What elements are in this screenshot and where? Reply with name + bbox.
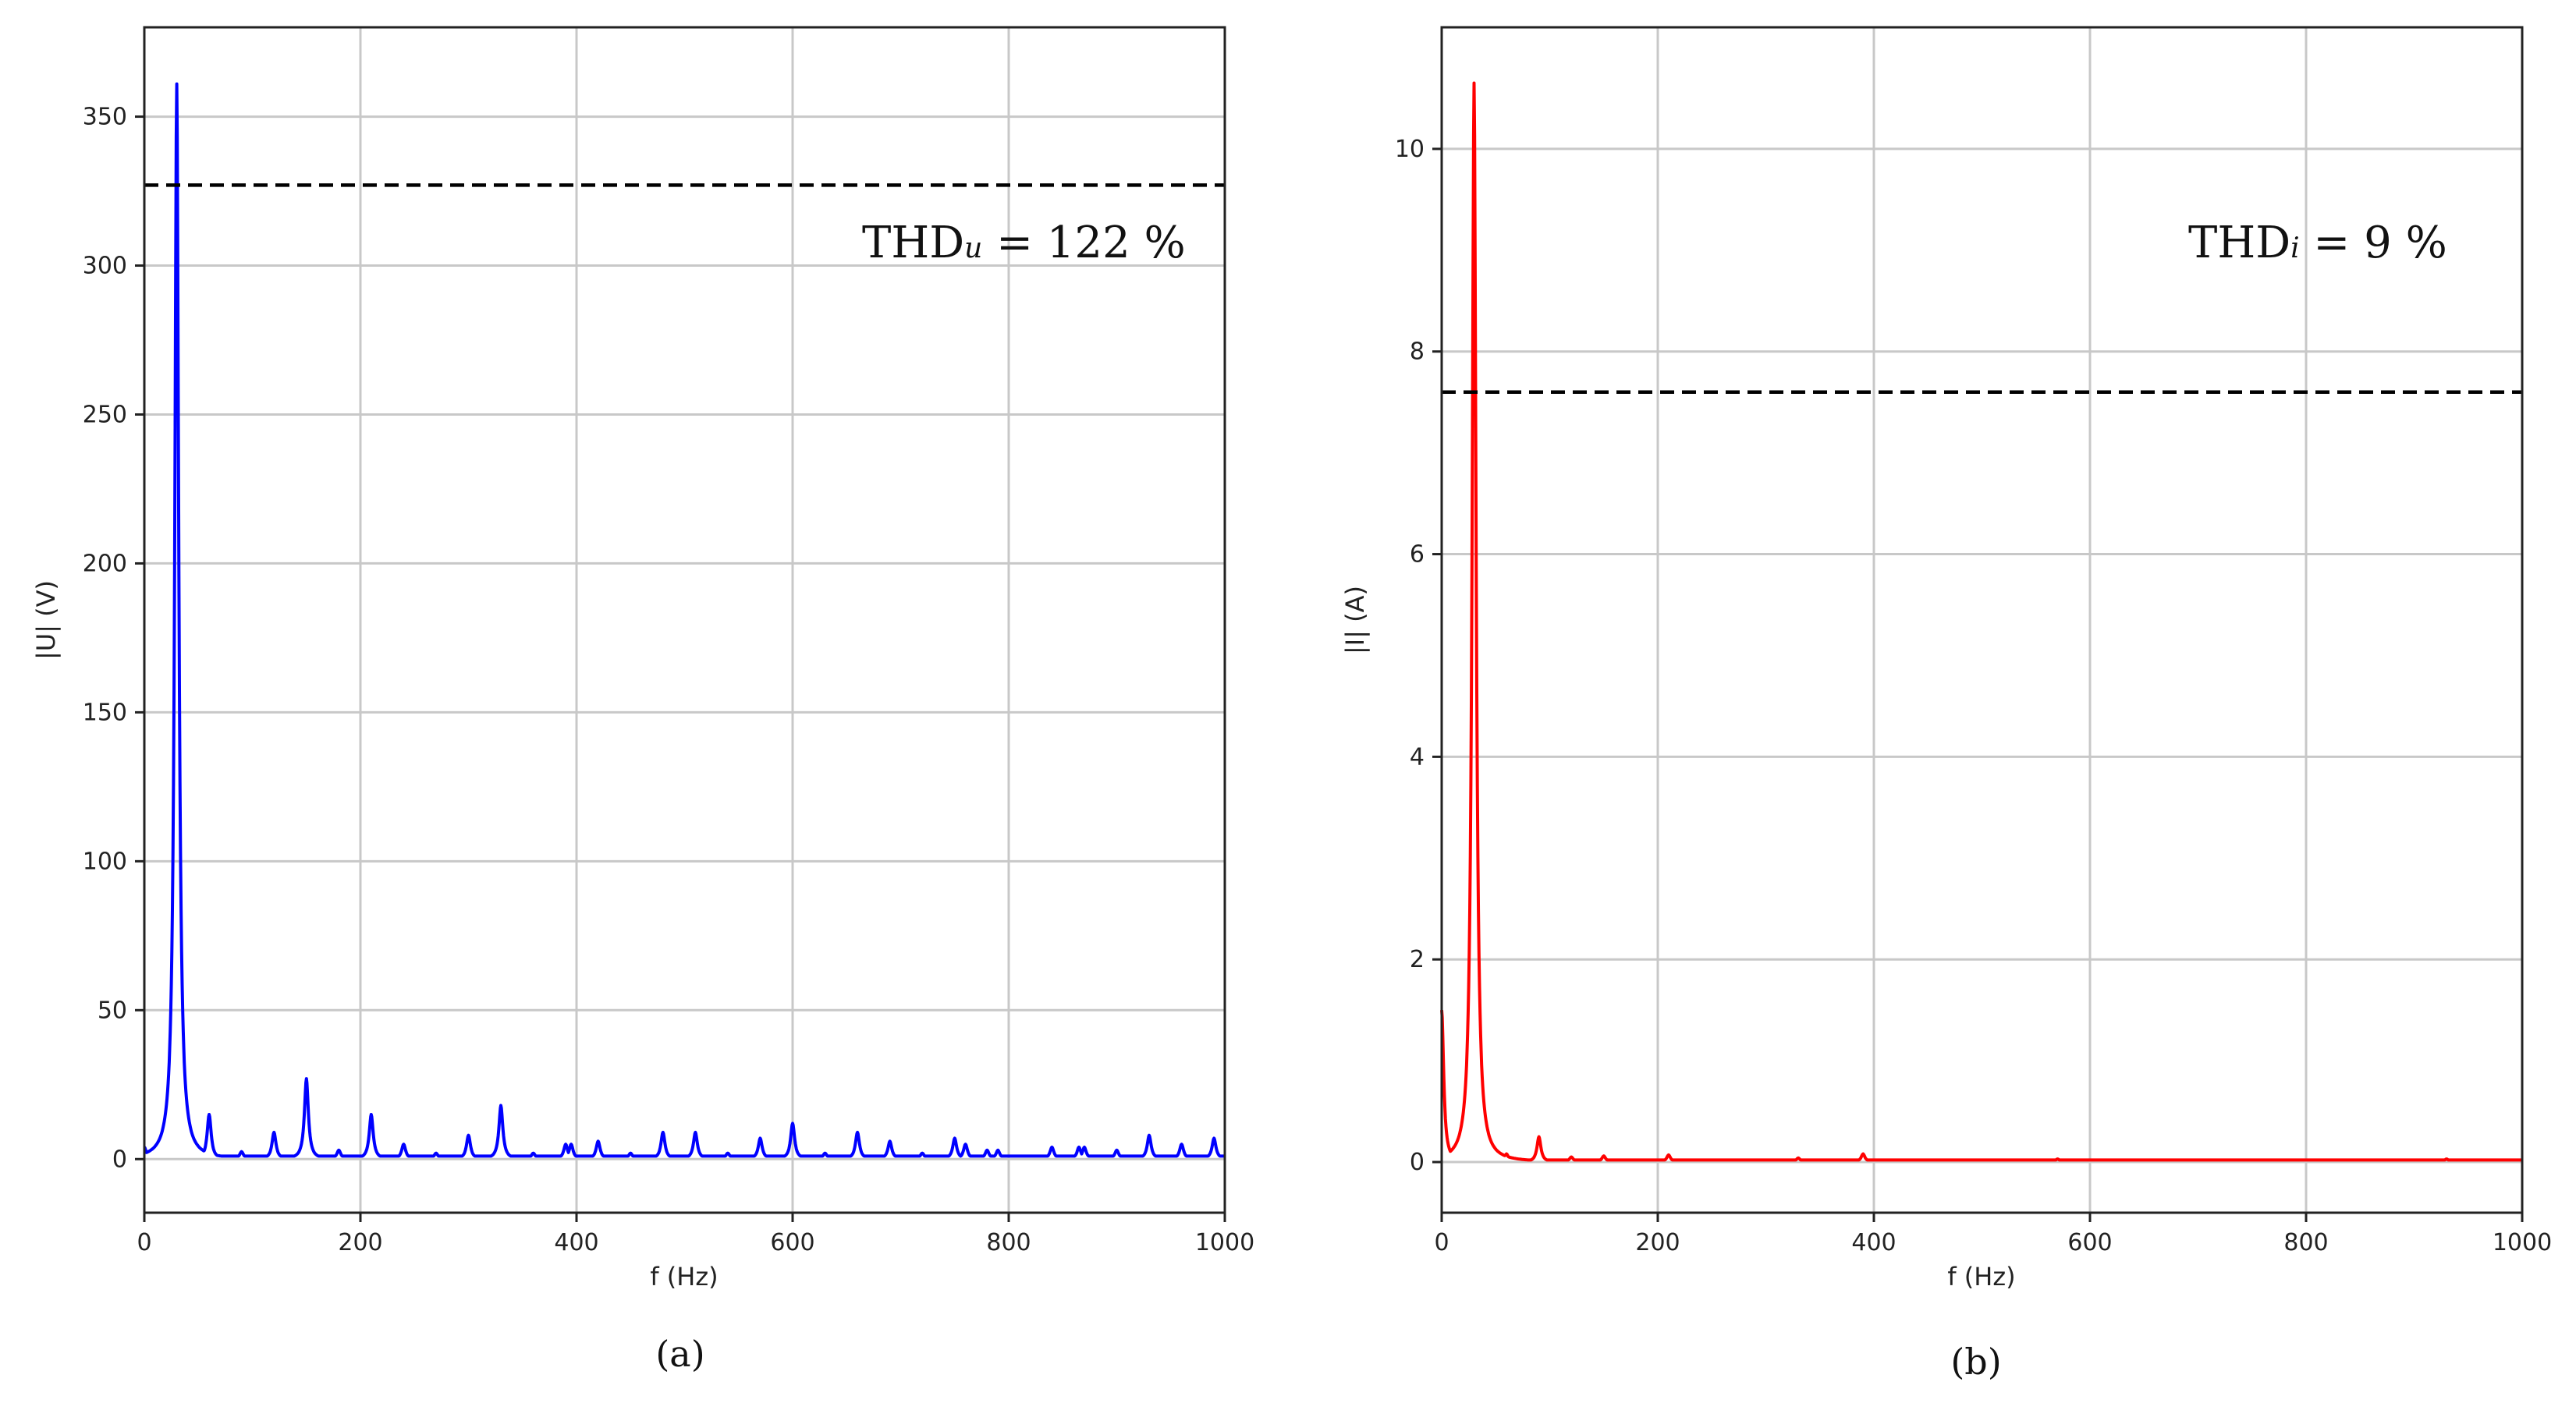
x-tick-label: 600 [770,1229,814,1256]
x-tick-label: 200 [338,1229,382,1256]
harmonic-peak-point [1667,1153,1669,1156]
harmonic-peak-point [1078,1146,1080,1148]
harmonic-peak-point [1116,1149,1118,1151]
harmonic-peak-point [1051,1146,1053,1148]
y-tick-label: 100 [83,848,127,875]
panel-a-thd-main: THD [862,218,964,268]
harmonic-peak-point [921,1152,924,1154]
panel-a-axes-frame [143,26,1226,1214]
panel-a-label: (a) [655,1333,704,1375]
panel-a-thd-subscript: u [964,232,982,264]
x-tick-label: 600 [2067,1229,2112,1256]
x-tick-label: 0 [137,1229,151,1256]
harmonic-peak-point [176,83,178,85]
y-tick-label: 0 [112,1146,127,1173]
harmonic-peak-point [759,1137,761,1139]
harmonic-peak-point [467,1134,470,1136]
harmonic-peak-point [953,1137,956,1139]
harmonic-peak-point [2056,1158,2059,1160]
harmonic-peak-point [500,1104,502,1107]
x-tick-label: 1000 [1195,1229,1254,1256]
y-tick-label: 2 [1410,946,1425,973]
harmonic-peak-point [2446,1158,2448,1160]
panel-a-thd-annotation: THDu = 122 % [862,218,1186,268]
y-tick-label: 350 [83,104,127,131]
panel-a-ticks: 0 200 400 600 800 1000 0 50 100 150 200 250 300 350 [83,104,1254,1256]
panel-b-label: (b) [1950,1341,2001,1383]
panel-b-thd-annotation: THDi = 9 % [2188,218,2447,268]
x-tick-label: 800 [986,1229,1031,1256]
y-tick-label: 300 [83,253,127,280]
x-tick-label: 800 [2283,1229,2328,1256]
panel-a-y-axis-label: |U| (V) [31,580,61,660]
spectrum-line [1440,81,2524,1162]
spectrum-line [143,82,1226,1158]
harmonic-peak-point [997,1149,999,1151]
panel-b-ticks: 0 200 400 600 800 1000 0 2 4 6 8 10 [1395,136,2552,1256]
harmonic-peak-point [305,1078,307,1080]
y-tick-label: 4 [1410,743,1425,771]
harmonic-peak-point [1602,1155,1605,1157]
harmonic-peak-point [1180,1143,1183,1146]
harmonic-peak-point [792,1122,794,1125]
harmonic-peak-point [662,1131,664,1133]
harmonic-peak-point [889,1140,891,1143]
harmonic-peak-point [532,1152,534,1154]
harmonic-peak-point [273,1131,275,1133]
x-tick-label: 400 [554,1229,598,1256]
harmonic-peak-point [570,1143,573,1146]
panel-a-plot [143,82,1226,1158]
y-tick-label: 150 [83,699,127,726]
panel-b-y-axis-label: |I| (A) [1340,586,1370,654]
harmonic-peak-point [1506,1153,1508,1155]
x-tick-label: 400 [1851,1229,1896,1256]
harmonic-peak-point [597,1140,599,1143]
x-tick-label: 0 [1434,1229,1449,1256]
x-tick-label: 200 [1635,1229,1680,1256]
panel-b-thd-main: THD [2188,218,2290,268]
panel-b-grid [1440,27,2524,1213]
harmonic-peak-point [435,1152,437,1154]
y-tick-label: 6 [1410,541,1425,569]
harmonic-peak-point [208,1113,211,1115]
harmonic-peak-point [1862,1153,1865,1155]
harmonic-peak-point [1473,82,1475,84]
y-tick-label: 50 [98,997,127,1024]
panel-b-thd-value: = 9 % [2300,218,2447,268]
y-tick-label: 200 [83,550,127,577]
harmonic-peak-point [338,1149,340,1151]
panel-a-grid [143,27,1226,1213]
harmonic-peak-point [1570,1156,1573,1158]
x-tick-label: 1000 [2493,1229,2552,1256]
harmonic-peak-point [240,1150,243,1153]
harmonic-peak-point [857,1131,859,1133]
harmonic-peak-point [694,1131,697,1133]
harmonic-peak-point [403,1143,405,1146]
harmonic-peak-point [1148,1134,1151,1136]
panel-a-thd-value: = 122 % [982,218,1185,268]
harmonic-peak-point [1538,1136,1540,1138]
harmonic-peak-point [1213,1137,1215,1139]
y-tick-label: 0 [1410,1149,1425,1176]
y-tick-label: 250 [83,401,127,428]
panel-a-x-axis-label: f (Hz) [650,1262,718,1291]
y-tick-label: 10 [1395,136,1425,163]
panel-b-thd-subscript: i [2290,232,2300,264]
harmonic-peak-point [726,1152,729,1154]
panel-b-x-axis-label: f (Hz) [1947,1262,2015,1291]
harmonic-peak-point [824,1152,826,1154]
panel-a-voltage-spectrum: 0 200 400 600 800 1000 0 50 100 150 200 250 300 350 f… [31,26,1254,1375]
harmonic-peak-point [986,1149,988,1151]
harmonic-peak-point [1797,1157,1800,1159]
harmonic-peak-point [565,1143,567,1146]
harmonic-peak-point [630,1152,632,1154]
harmonic-peak-point [1083,1146,1085,1148]
panel-b-plot [1440,81,2524,1162]
y-tick-label: 8 [1410,338,1425,366]
harmonic-peak-point [370,1113,372,1115]
panel-b-axes-frame [1440,26,2524,1214]
harmonic-peak-point [964,1143,967,1146]
